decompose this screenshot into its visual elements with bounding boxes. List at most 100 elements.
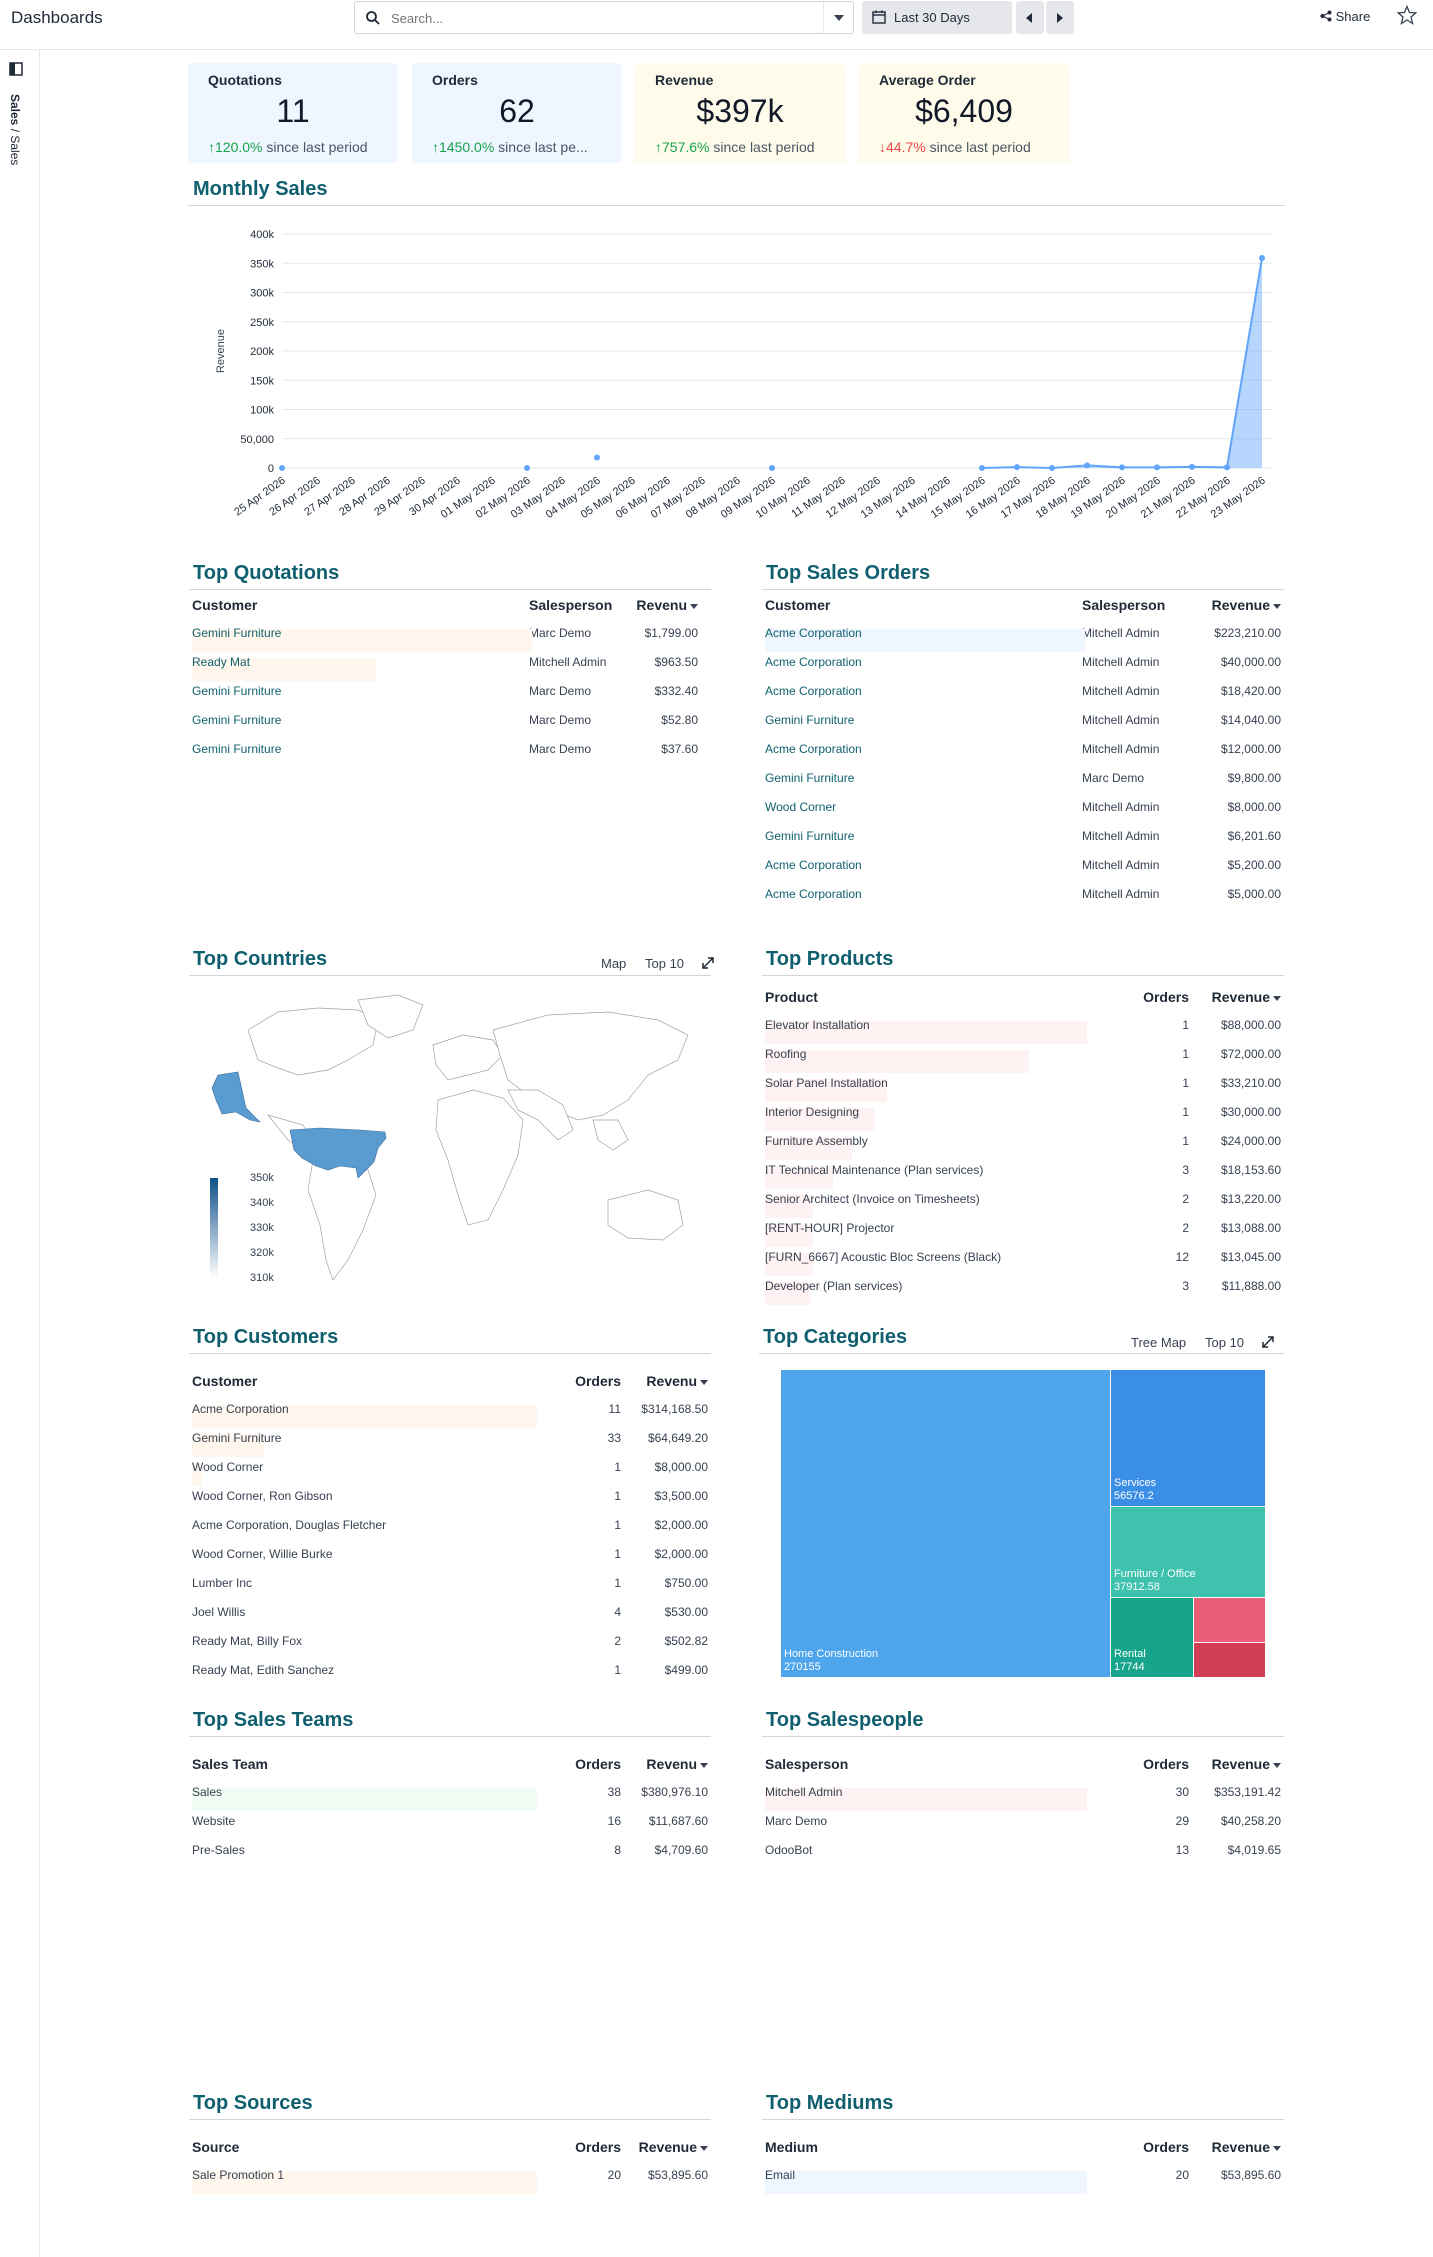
treemap-tile[interactable]: Services 56576.2 [1111, 1370, 1265, 1506]
table-row[interactable]: Website 16 $11,687.60 [189, 1806, 711, 1835]
treemap-tile[interactable] [1194, 1643, 1265, 1677]
data-point[interactable] [769, 465, 775, 471]
country-usa-shape[interactable] [289, 1127, 387, 1179]
column-header[interactable]: Revenue [1192, 1751, 1284, 1777]
column-header[interactable]: Revenu [624, 1368, 711, 1394]
table-row[interactable]: Gemini Furniture Marc Demo $37.60 [189, 734, 701, 763]
column-header[interactable]: Orders [1097, 984, 1192, 1010]
data-point[interactable] [594, 454, 600, 461]
treemap-tile[interactable] [1194, 1598, 1265, 1642]
table-row[interactable]: Acme Corporation Mitchell Admin $223,210.0… [762, 618, 1284, 652]
data-point[interactable] [1189, 463, 1195, 470]
table-row[interactable]: [RENT-HOUR] Projector 2 $13,088.00 [762, 1213, 1284, 1247]
column-header[interactable]: Product [762, 984, 1097, 1010]
row-cell-customer[interactable]: Ready Mat [189, 647, 526, 681]
previous-period-button[interactable] [1016, 1, 1044, 34]
column-header[interactable]: Medium [762, 2134, 1097, 2160]
countries-map-toggle[interactable]: Map [601, 956, 627, 971]
data-point[interactable] [1049, 465, 1055, 471]
categories-view-toggle[interactable]: Tree Map [1131, 1335, 1187, 1350]
treemap-tile[interactable]: Furniture / Office 37912.58 [1111, 1507, 1265, 1597]
table-row[interactable]: Wood Corner Mitchell Admin $8,000.00 [762, 792, 1284, 821]
table-row[interactable]: Gemini Furniture Mitchell Admin $14,040.00 [762, 705, 1284, 734]
countries-expand-icon[interactable] [701, 956, 715, 970]
column-header[interactable]: Revenue [1192, 2134, 1284, 2160]
column-header[interactable]: Orders [1097, 2134, 1192, 2160]
search-input[interactable] [391, 8, 811, 28]
column-header[interactable]: Sales Team [189, 1751, 544, 1777]
table-row[interactable]: Acme Corporation Mitchell Admin $18,420.00 [762, 676, 1284, 705]
data-point[interactable] [1259, 254, 1265, 261]
column-header[interactable]: Revenu [624, 1751, 711, 1777]
table-row[interactable]: Gemini Furniture Marc Demo $9,800.00 [762, 763, 1284, 792]
column-header[interactable]: Salesperson [526, 592, 626, 618]
table-row[interactable]: Lumber Inc 1 $750.00 [189, 1568, 711, 1597]
row-cell-customer[interactable]: Acme Corporation [762, 647, 1079, 676]
table-row[interactable]: Gemini Furniture Marc Demo $332.40 [189, 676, 701, 705]
search-box[interactable] [354, 1, 854, 34]
table-row[interactable]: Interior Designing 1 $30,000.00 [762, 1097, 1284, 1131]
table-row[interactable]: Wood Corner, Ron Gibson 1 $3,500.00 [189, 1481, 711, 1510]
data-point[interactable] [1014, 464, 1020, 471]
treemap-tile[interactable]: Home Construction 270155 [781, 1370, 1110, 1677]
data-point[interactable] [524, 465, 530, 471]
countries-topn-selector[interactable]: Top 10 [645, 956, 685, 971]
column-header[interactable]: Customer [189, 1368, 544, 1394]
kpi-card-2[interactable]: Revenue $397k ↑757.6% since last period [635, 63, 845, 163]
column-header[interactable]: Revenue [624, 2134, 711, 2160]
table-row[interactable]: Gemini Furniture Marc Demo $1,799.00 [189, 618, 701, 652]
table-row[interactable]: IT Technical Maintenance (Plan services)… [762, 1155, 1284, 1189]
data-point[interactable] [1154, 464, 1160, 471]
table-row[interactable]: Developer (Plan services) 3 $11,888.00 [762, 1271, 1284, 1305]
table-row[interactable]: Wood Corner, Willie Burke 1 $2,000.00 [189, 1539, 711, 1568]
column-header[interactable]: Source [189, 2134, 544, 2160]
row-cell-customer[interactable]: Acme Corporation [762, 734, 1079, 763]
table-row[interactable]: Acme Corporation 11 $314,168.50 [189, 1394, 711, 1428]
table-row[interactable]: Sales 38 $380,976.10 [189, 1777, 711, 1811]
column-header[interactable]: Orders [544, 2134, 624, 2160]
table-row[interactable]: Ready Mat, Billy Fox 2 $502.82 [189, 1626, 711, 1655]
column-header[interactable]: Revenue [1192, 984, 1284, 1010]
table-row[interactable]: Ready Mat, Edith Sanchez 1 $499.00 [189, 1655, 711, 1684]
column-header[interactable]: Orders [544, 1368, 624, 1394]
kpi-card-0[interactable]: Quotations 11 ↑120.0% since last period [188, 63, 398, 163]
sidebar-breadcrumb[interactable]: Sales / Sales [8, 94, 22, 165]
row-cell-customer[interactable]: Acme Corporation [762, 618, 1085, 652]
app-title[interactable]: Dashboards [11, 8, 103, 27]
column-header[interactable]: Revenue [1189, 592, 1284, 618]
row-cell-customer[interactable]: Acme Corporation [762, 879, 1079, 908]
favorite-star-icon[interactable] [1397, 5, 1417, 25]
share-button[interactable]: Share [1320, 9, 1370, 24]
table-row[interactable]: Acme Corporation Mitchell Admin $40,000.00 [762, 647, 1284, 676]
row-cell-customer[interactable]: Gemini Furniture [189, 705, 526, 734]
table-row[interactable]: Gemini Furniture Marc Demo $52.80 [189, 705, 701, 734]
data-point[interactable] [279, 465, 285, 471]
row-cell-customer[interactable]: Gemini Furniture [762, 705, 1079, 734]
column-header[interactable]: Orders [1097, 1751, 1192, 1777]
table-row[interactable]: Marc Demo 29 $40,258.20 [762, 1806, 1284, 1835]
row-cell-customer[interactable]: Acme Corporation [762, 676, 1079, 705]
table-row[interactable]: Acme Corporation Mitchell Admin $5,200.00 [762, 850, 1284, 879]
column-header[interactable]: Orders [544, 1751, 624, 1777]
countries-world-map[interactable] [208, 990, 708, 1300]
column-header[interactable]: Salesperson [1079, 592, 1189, 618]
table-row[interactable]: Pre-Sales 8 $4,709.60 [189, 1835, 711, 1864]
categories-topn-selector[interactable]: Top 10 [1205, 1335, 1245, 1350]
categories-expand-icon[interactable] [1261, 1335, 1275, 1349]
table-row[interactable]: Email 20 $53,895.60 [762, 2160, 1284, 2194]
row-cell-customer[interactable]: Wood Corner [762, 792, 1079, 821]
table-row[interactable]: Gemini Furniture Mitchell Admin $6,201.60 [762, 821, 1284, 850]
data-point[interactable] [979, 465, 985, 471]
table-row[interactable]: Wood Corner 1 $8,000.00 [189, 1452, 711, 1486]
table-row[interactable]: Acme Corporation Mitchell Admin $5,000.00 [762, 879, 1284, 908]
kpi-card-3[interactable]: Average Order $6,409 ↓44.7% since last per… [859, 63, 1069, 163]
sidebar-toggle-icon[interactable] [9, 62, 23, 76]
country-alaska-shape[interactable] [211, 1071, 261, 1123]
row-cell-customer[interactable]: Gemini Furniture [189, 734, 526, 763]
table-row[interactable]: [FURN_6667] Acoustic Bloc Screens (Black… [762, 1242, 1284, 1276]
column-header[interactable]: Customer [189, 592, 526, 618]
data-point[interactable] [1084, 462, 1090, 469]
row-cell-customer[interactable]: Gemini Furniture [762, 821, 1079, 850]
table-row[interactable]: Elevator Installation 1 $88,000.00 [762, 1010, 1284, 1044]
table-row[interactable]: OdooBot 13 $4,019.65 [762, 1835, 1284, 1864]
